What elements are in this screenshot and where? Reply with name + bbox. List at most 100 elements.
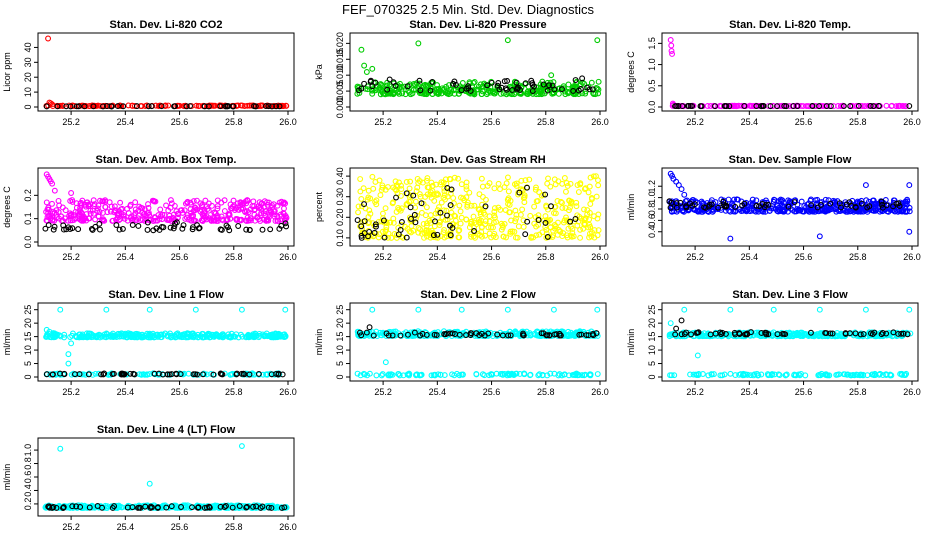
data-point [221,197,228,204]
data-point [363,329,370,336]
y-tick-label: 1.0 [647,58,657,71]
data-point [565,81,572,88]
data-point [565,207,572,214]
data-point [463,216,470,223]
data-point [440,229,447,236]
data-point [43,199,50,206]
data-point [717,372,724,379]
data-point [774,103,781,110]
data-point [407,204,414,211]
data-point [42,225,49,232]
data-point [447,202,454,209]
data-point [515,223,522,230]
data-point [369,173,376,180]
data-point [238,306,245,313]
data-point [267,226,274,233]
data-point [517,211,524,218]
data-point [202,197,209,204]
data-point [403,190,410,197]
data-point [883,102,890,109]
data-point [73,103,80,110]
data-point [132,199,139,206]
data-point [157,206,164,213]
data-point [522,80,529,87]
x-tick-label: 25.2 [62,117,80,127]
data-point [144,210,151,217]
data-point [265,103,272,110]
data-point [396,372,403,379]
data-point [178,207,185,213]
data-point [688,331,694,338]
data-point [668,48,675,54]
data-point [185,216,192,223]
data-point [513,180,520,187]
data-point [543,226,550,233]
data-point [373,223,379,230]
data-point [585,332,592,339]
data-point [593,330,600,336]
data-point [536,87,543,94]
data-point [61,334,68,341]
chart-panel-7: Stan. Dev. Line 1 Flow ml/min 0 5 10 15 20 25 25… [2,289,297,397]
y-tick-label: 0.005 [335,80,345,103]
data-point [383,330,390,337]
data-point [274,217,281,224]
data-point [750,207,757,214]
data-point [904,331,911,338]
data-point [463,183,470,190]
data-point [65,351,72,358]
y-axis-label: percent [314,191,324,222]
data-point [840,103,847,110]
y-tick-label: 0.2 [23,189,33,202]
data-point [727,235,734,242]
data-point [85,201,92,208]
data-point [401,83,408,90]
data-point [252,217,259,224]
data-point [739,202,746,209]
data-point [574,222,581,229]
data-point [256,205,263,211]
y-tick-label: 10 [23,345,33,355]
data-point [152,102,159,109]
data-point [132,330,139,337]
series-black [43,103,283,110]
data-point [570,88,577,94]
x-tick-label: 25.2 [374,387,392,397]
data-point [520,217,527,224]
y-tick-label: 20 [335,318,345,328]
data-point [444,216,451,223]
data-point [847,103,854,110]
data-point [171,103,178,110]
data-point [73,204,80,211]
data-point [816,233,823,240]
data-point [817,332,824,339]
data-point [829,330,836,337]
data-point [419,179,426,186]
data-point [591,227,598,234]
data-point [416,80,423,87]
y-tick-label: 20 [23,72,33,82]
series-black [42,219,290,234]
data-point [736,371,743,378]
data-point [520,223,527,230]
data-point [747,372,754,379]
x-tick-label: 25.2 [686,252,704,262]
data-point [792,372,799,379]
data-point [140,371,147,378]
y-axis-label: ml/min [2,329,12,356]
data-point [895,331,902,337]
data-point [437,209,444,216]
data-point [178,504,184,510]
data-point [180,222,187,229]
data-point [564,88,571,95]
x-tick-label: 25.6 [483,252,501,262]
data-point [568,233,575,240]
data-point [235,206,241,213]
data-point [198,217,205,224]
data-point [379,371,386,378]
data-point [694,352,701,359]
data-point [279,371,286,378]
y-tick-label: 10 [335,345,345,355]
data-point [770,306,777,313]
data-point [678,331,685,338]
